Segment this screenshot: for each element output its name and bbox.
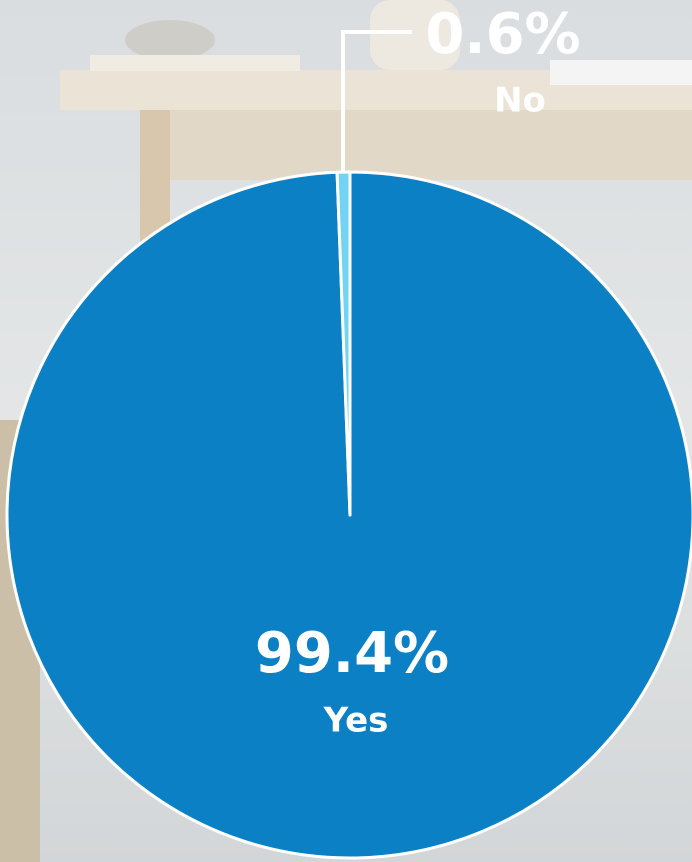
slice-value-label: 99.4% <box>255 621 449 686</box>
pie-slice <box>335 170 352 517</box>
leader-line <box>341 30 412 172</box>
pie <box>5 170 692 860</box>
slice-category-label: No <box>494 81 546 121</box>
slice-category-label: Yes <box>323 701 389 741</box>
slice-value-label: 0.6% <box>425 2 580 67</box>
